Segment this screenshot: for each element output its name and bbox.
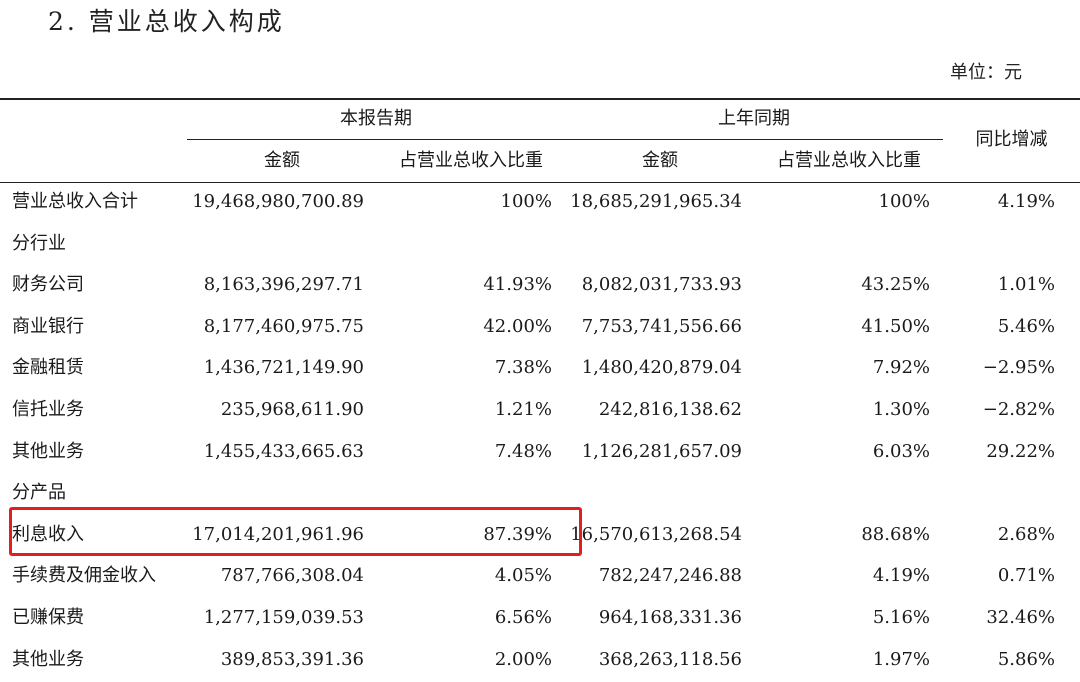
row-prior-share: 41.50% [861, 316, 930, 337]
row-current-amount: 8,177,460,975.75 [203, 316, 364, 337]
row-prior-share: 1.97% [872, 649, 930, 670]
row-prior-share [755, 481, 930, 505]
row-current-share: 100% [500, 191, 552, 212]
row-yoy: 4.19% [997, 191, 1055, 212]
row-prior-amount: 242,816,138.62 [598, 399, 742, 420]
row-label: 信托业务 [12, 399, 84, 420]
row-label: 已赚保费 [12, 607, 84, 628]
row-yoy: 0.71% [997, 565, 1055, 586]
row-prior-share: 6.03% [872, 441, 930, 462]
header-current-period: 本报告期 [340, 108, 412, 129]
row-label: 营业总收入合计 [12, 191, 138, 212]
row-yoy [943, 481, 1055, 505]
row-current-amount: 389,853,391.36 [220, 649, 364, 670]
row-yoy: 29.22% [986, 441, 1055, 462]
row-current-amount: 1,455,433,665.63 [203, 441, 364, 462]
row-current-share [377, 481, 552, 505]
row-current-amount: 17,014,201,961.96 [192, 524, 364, 545]
row-label: 利息收入 [12, 524, 84, 545]
row-label: 手续费及佣金收入 [12, 565, 156, 586]
row-current-amount: 1,436,721,149.90 [203, 357, 364, 378]
row-prior-share [755, 232, 930, 256]
header-prior-share: 占营业总收入比重 [777, 150, 921, 171]
row-current-amount: 235,968,611.90 [220, 399, 364, 420]
header-yoy: 同比增减 [975, 129, 1048, 150]
period-group-rule [187, 139, 943, 140]
row-prior-amount: 7,753,741,556.66 [581, 316, 742, 337]
row-yoy: 5.46% [997, 316, 1055, 337]
unit-label: 单位：元 [950, 62, 1022, 83]
row-current-share: 87.39% [483, 524, 552, 545]
row-prior-amount: 964,168,331.36 [598, 607, 742, 628]
row-prior-amount: 18,685,291,965.34 [570, 191, 742, 212]
row-current-amount: 8,163,396,297.71 [203, 274, 364, 295]
row-prior-share: 4.19% [872, 565, 930, 586]
row-label: 分行业 [12, 233, 66, 254]
row-label: 分产品 [12, 482, 66, 503]
row-yoy: −2.95% [982, 357, 1055, 378]
row-prior-share: 5.16% [872, 607, 930, 628]
row-prior-amount: 782,247,246.88 [598, 565, 742, 586]
row-current-amount: 19,468,980,700.89 [192, 191, 364, 212]
row-yoy: 1.01% [997, 274, 1055, 295]
header-bottom-rule [0, 182, 1080, 183]
row-prior-amount [565, 232, 742, 256]
row-current-share: 4.05% [494, 565, 552, 586]
row-label: 其他业务 [12, 649, 84, 670]
row-label: 商业银行 [12, 316, 84, 337]
header-current-share: 占营业总收入比重 [399, 150, 543, 171]
row-prior-amount [565, 481, 742, 505]
row-current-amount: 1,277,159,039.53 [203, 607, 364, 628]
row-current-share: 6.56% [494, 607, 552, 628]
row-prior-share: 1.30% [872, 399, 930, 420]
row-yoy: 5.86% [997, 649, 1055, 670]
row-prior-share: 43.25% [861, 274, 930, 295]
row-prior-amount: 368,263,118.56 [598, 649, 742, 670]
row-prior-share: 7.92% [872, 357, 930, 378]
row-prior-share: 100% [878, 191, 930, 212]
highlight-box [9, 507, 582, 556]
row-current-share: 1.21% [494, 399, 552, 420]
row-label: 财务公司 [12, 274, 84, 295]
row-current-share: 7.48% [494, 441, 552, 462]
row-label: 其他业务 [12, 441, 84, 462]
row-prior-share: 88.68% [861, 524, 930, 545]
row-current-amount: 787,766,308.04 [220, 565, 364, 586]
table-top-rule [0, 98, 1080, 100]
row-prior-amount: 1,480,420,879.04 [581, 357, 742, 378]
row-prior-amount: 1,126,281,657.09 [581, 441, 742, 462]
section-title: 2. 营业总收入构成 [48, 7, 285, 36]
row-current-share: 41.93% [483, 274, 552, 295]
row-current-amount [187, 232, 364, 256]
header-current-amount: 金额 [264, 150, 300, 171]
row-current-amount [187, 481, 364, 505]
row-current-share: 7.38% [494, 357, 552, 378]
row-yoy: −2.82% [982, 399, 1055, 420]
header-prior-period: 上年同期 [718, 108, 790, 129]
row-yoy [943, 232, 1055, 256]
row-prior-amount: 8,082,031,733.93 [581, 274, 742, 295]
row-yoy: 32.46% [986, 607, 1055, 628]
row-label: 金融租赁 [12, 357, 84, 378]
row-current-share: 2.00% [494, 649, 552, 670]
row-current-share: 42.00% [483, 316, 552, 337]
row-prior-amount: 16,570,613,268.54 [570, 524, 742, 545]
row-yoy: 2.68% [997, 524, 1055, 545]
row-current-share [377, 232, 552, 256]
header-prior-amount: 金额 [642, 150, 678, 171]
